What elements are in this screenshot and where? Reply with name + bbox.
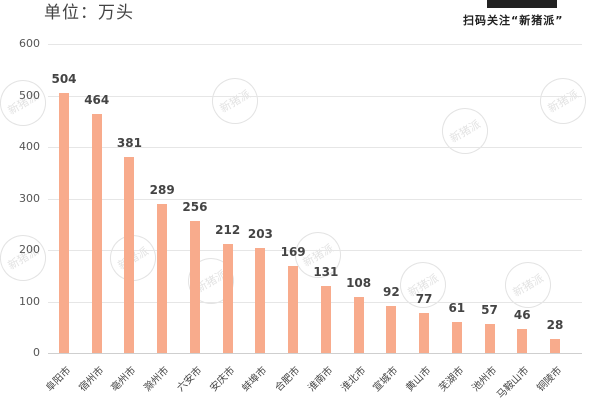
- bar-value-label: 28: [546, 317, 564, 332]
- x-tick-label: 铜陵市: [535, 365, 565, 395]
- y-tick-label: 300: [19, 191, 40, 205]
- bar-value-label: 203: [247, 227, 273, 242]
- y-tick-label: 600: [19, 37, 40, 50]
- bar: [157, 204, 168, 353]
- bar: [517, 329, 528, 353]
- bar: [59, 93, 69, 353]
- x-tick-label: 六安市: [175, 365, 205, 395]
- gridline: [48, 301, 582, 303]
- bar-value-label: 108: [346, 276, 372, 291]
- x-tick-label: 马鞍山市: [495, 365, 532, 401]
- y-tick-label: 200: [19, 243, 40, 256]
- bar: [91, 114, 102, 353]
- bar: [353, 297, 364, 353]
- qr-code: [487, 0, 557, 8]
- bar: [288, 265, 299, 353]
- bar-value-label: 77: [415, 292, 433, 307]
- bar: [386, 305, 397, 353]
- bar: [484, 323, 495, 353]
- x-tick-label: 黄山市: [404, 365, 434, 395]
- y-tick-label: 500: [19, 88, 40, 102]
- x-tick-label: 芜湖市: [437, 365, 467, 395]
- watermark: 新猪派: [531, 69, 595, 133]
- watermark: 新猪派: [203, 69, 267, 133]
- bar-value-label: 212: [215, 222, 241, 237]
- x-tick-label: 宣城市: [371, 365, 401, 395]
- bar-value-label: 256: [182, 200, 208, 215]
- bar-value-label: 504: [51, 72, 77, 87]
- watermark: 新猪派: [433, 99, 497, 163]
- x-tick-label: 淮北市: [338, 365, 368, 395]
- bar: [124, 156, 135, 353]
- gridline: [48, 44, 582, 45]
- watermark: 新猪派: [0, 226, 55, 290]
- x-tick-label: 阜阳市: [44, 365, 74, 395]
- bar: [189, 221, 200, 353]
- y-tick-label: 400: [19, 140, 40, 153]
- bar: [419, 313, 430, 353]
- x-tick-label: 蚌埠市: [240, 365, 270, 395]
- bar-value-label: 131: [313, 264, 339, 279]
- bar-value-label: 381: [116, 135, 142, 150]
- x-tick-label: 合肥市: [273, 365, 303, 395]
- bar-value-label: 169: [280, 244, 306, 259]
- y-tick-label: 100: [19, 294, 40, 308]
- bar-value-label: 92: [382, 284, 400, 299]
- bar-value-label: 464: [84, 93, 110, 108]
- bar-value-label: 46: [513, 308, 531, 323]
- x-tick-label: 安庆市: [207, 365, 237, 395]
- bar-value-label: 61: [448, 300, 466, 315]
- bar: [320, 285, 331, 353]
- bar: [255, 248, 266, 353]
- bar-value-label: 57: [481, 302, 498, 317]
- unit-label: 单位：万头: [44, 3, 134, 23]
- x-tick-label: 亳州市: [109, 365, 139, 395]
- y-tick-label: 0: [33, 346, 40, 359]
- x-axis-line: [48, 353, 582, 354]
- gridline: [48, 95, 582, 97]
- bar: [550, 338, 560, 353]
- x-tick-label: 滁州市: [142, 365, 172, 395]
- promo-text: 扫码关注“新猪派”: [463, 14, 564, 27]
- bar: [222, 243, 233, 353]
- x-tick-label: 淮南市: [306, 365, 336, 395]
- gridline: [48, 250, 582, 251]
- gridline: [48, 147, 582, 148]
- bar: [451, 321, 462, 353]
- bar-value-label: 289: [149, 183, 175, 198]
- gridline: [48, 198, 582, 200]
- x-tick-label: 宿州市: [77, 365, 107, 395]
